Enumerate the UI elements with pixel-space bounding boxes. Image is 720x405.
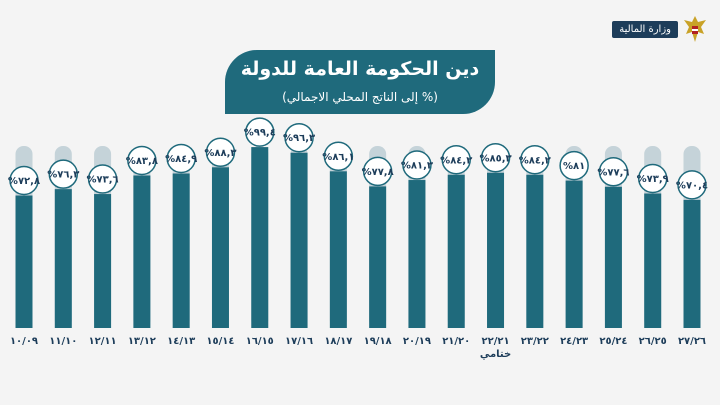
value-circle <box>87 164 118 194</box>
bar <box>565 180 583 328</box>
value-circle <box>637 163 668 194</box>
x-tick-label: ١٠/٠٩ <box>10 336 38 347</box>
x-tick-label: ٢٤/٢٣ <box>560 336 588 347</box>
value-circle <box>677 170 707 200</box>
bar <box>369 186 387 328</box>
x-tick-label: ٢٧/٢٦ <box>678 336 706 347</box>
value-label: %٨١,٣ <box>401 161 433 172</box>
annotation-label: ختامي <box>480 349 511 360</box>
x-tick-label: ١٥/١٤ <box>206 336 234 347</box>
x-tick-label: ١٧/١٦ <box>285 336 313 347</box>
ministry-logo: وزارة المالية <box>612 14 708 44</box>
value-circle <box>284 122 314 153</box>
bar <box>251 147 269 328</box>
bar <box>683 199 701 328</box>
value-label: %٧٣,٩ <box>637 174 669 185</box>
value-label: %٧٧,٦ <box>597 167 629 178</box>
x-tick-label: ٢٣/٢٢ <box>521 336 549 347</box>
x-tick-label: ٢٦/٢٥ <box>639 336 667 347</box>
ministry-label: وزارة المالية <box>612 20 678 38</box>
value-label: %٧٦,٣ <box>47 170 79 181</box>
eagle-emblem-icon <box>684 16 706 42</box>
bar <box>408 180 426 328</box>
x-tick-label: ١٤/١٣ <box>167 336 195 347</box>
x-tick-label: ٢٢/٢١ <box>481 336 509 347</box>
value-label: %٨٣,٨ <box>126 156 158 167</box>
x-tick-label: ١٢/١١ <box>89 336 117 347</box>
bar <box>447 174 465 328</box>
value-circle <box>323 141 354 172</box>
value-label: %٨٤,٢ <box>519 155 551 166</box>
bar <box>15 195 33 328</box>
value-label: %٨٤,٩ <box>165 154 197 165</box>
value-label: %٧٧,٨ <box>362 167 394 178</box>
bar <box>211 167 229 328</box>
value-label: %٩٦,٣ <box>283 133 315 144</box>
value-circle <box>245 117 275 147</box>
value-circle <box>205 137 236 168</box>
x-tick-label: ٢٠/١٩ <box>403 336 431 347</box>
value-label: %٨٤,٢ <box>440 155 472 166</box>
bar <box>487 172 505 328</box>
value-circle <box>559 150 589 181</box>
x-tick-label: ١٩/١٨ <box>364 336 392 347</box>
value-circle <box>166 143 196 174</box>
bar <box>172 173 190 328</box>
bar <box>604 186 622 328</box>
bar <box>133 175 151 328</box>
x-tick-label: ١٣/١٢ <box>128 336 156 347</box>
value-circle <box>441 145 471 175</box>
x-tick-label: ٢١/٢٠ <box>442 336 470 347</box>
x-tick-label: ١٨/١٧ <box>324 336 352 347</box>
x-tick-label: ١٦/١٥ <box>246 336 274 347</box>
x-tick-label: ٢٥/٢٤ <box>599 336 627 347</box>
bar <box>290 152 308 328</box>
value-label: %٧٠,٤ <box>676 180 708 191</box>
value-circle <box>402 150 432 180</box>
x-tick-label: ١١/١٠ <box>49 336 77 347</box>
value-circle <box>480 143 511 173</box>
value-circle <box>520 145 550 175</box>
value-circle <box>48 159 79 189</box>
value-label: %٨٨,٣ <box>204 148 236 159</box>
value-label: %٩٩,٤ <box>244 128 276 139</box>
value-circle <box>127 145 157 176</box>
chart-title-box: دين الحكومة العامة للدولة (% إلى الناتج … <box>225 50 495 114</box>
value-label: %٧٣,٦ <box>87 175 119 186</box>
chart-subtitle: (% إلى الناتج المحلي الاجمالي) <box>282 90 438 104</box>
chart-title: دين الحكومة العامة للدولة <box>240 58 480 80</box>
value-label: %٨١ <box>563 161 585 172</box>
value-label: %٨٥,٣ <box>479 153 511 164</box>
bar <box>526 174 544 328</box>
bar <box>329 171 347 328</box>
bar <box>644 193 662 328</box>
value-circle <box>362 156 393 187</box>
value-circle <box>598 157 629 187</box>
value-label: %٧٢,٨ <box>8 176 40 187</box>
value-circle <box>9 165 39 196</box>
bar <box>54 189 72 328</box>
value-label: %٨٦,١ <box>322 152 354 163</box>
bar <box>94 194 112 328</box>
